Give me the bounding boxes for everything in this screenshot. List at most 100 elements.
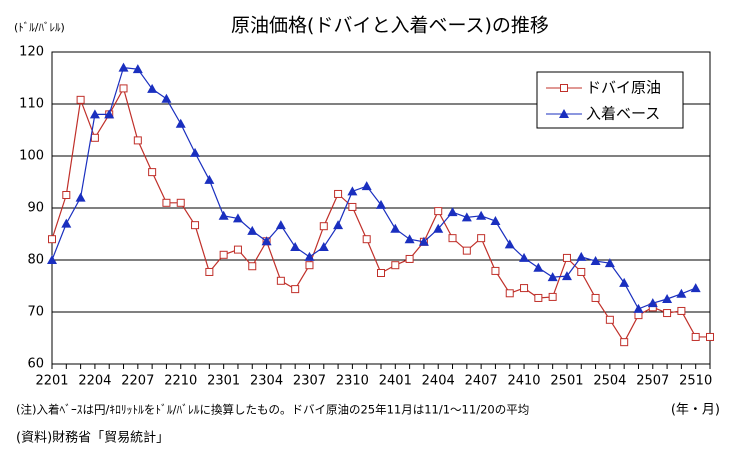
marker — [447, 207, 458, 217]
marker — [562, 253, 571, 262]
x-tick-label: 2210 — [164, 374, 197, 389]
x-tick-label: 2307 — [293, 374, 326, 389]
marker — [376, 199, 386, 209]
marker — [647, 298, 658, 308]
x-tick-label: 2501 — [550, 374, 583, 389]
marker — [533, 262, 544, 272]
marker — [462, 246, 471, 255]
marker — [133, 136, 142, 145]
marker — [89, 109, 100, 119]
marker — [662, 294, 673, 303]
x-tick-label: 2201 — [35, 374, 68, 389]
y-tick-label: 90 — [27, 201, 44, 216]
marker — [175, 118, 186, 128]
marker — [691, 332, 700, 341]
marker — [362, 235, 371, 244]
marker — [162, 198, 171, 207]
marker — [461, 212, 472, 222]
y-tick-label: 120 — [19, 45, 44, 60]
x-axis-label: (年・月) — [671, 403, 720, 418]
x-tick-label: 2507 — [636, 374, 669, 389]
marker — [176, 198, 185, 207]
marker — [676, 288, 687, 298]
marker — [590, 256, 601, 266]
marker — [348, 202, 357, 211]
marker — [247, 225, 258, 235]
marker — [48, 235, 56, 244]
x-tick-label: 2207 — [121, 374, 154, 389]
marker — [90, 133, 99, 142]
y-tick-label: 70 — [27, 305, 44, 320]
marker — [248, 262, 257, 271]
x-tick-label: 2404 — [422, 374, 455, 389]
marker — [604, 258, 615, 268]
marker — [347, 186, 358, 196]
marker — [505, 289, 514, 298]
x-tick-label: 2510 — [679, 374, 712, 389]
marker — [61, 218, 72, 228]
marker — [233, 245, 242, 254]
marker — [520, 284, 529, 293]
marker — [633, 303, 644, 313]
marker — [219, 250, 228, 259]
marker — [619, 277, 630, 287]
marker — [663, 309, 672, 318]
marker — [118, 62, 129, 72]
note: (注)入着ﾍﾞｰｽは円/ｷﾛﾘｯﾄﾙをﾄﾞﾙ/ﾊﾞﾚﾙに換算したもの。ドバイ原油… — [16, 403, 529, 417]
marker — [390, 223, 401, 233]
legend-marker — [560, 84, 568, 92]
marker — [591, 293, 600, 302]
x-tick-label: 2304 — [250, 374, 283, 389]
y-tick-label: 80 — [27, 253, 44, 268]
y-tick-label: 100 — [19, 149, 44, 164]
marker — [361, 181, 372, 191]
x-tick-label: 2301 — [207, 374, 240, 389]
marker — [191, 221, 200, 230]
marker — [476, 210, 487, 220]
marker — [561, 271, 572, 281]
marker — [204, 174, 215, 184]
legend-marker — [559, 109, 569, 118]
marker — [104, 109, 115, 119]
marker — [261, 236, 272, 246]
marker — [218, 210, 229, 220]
marker — [477, 234, 486, 243]
marker — [534, 293, 543, 302]
marker — [47, 255, 57, 264]
marker — [690, 283, 701, 293]
marker — [490, 216, 501, 225]
marker — [148, 168, 157, 177]
marker — [433, 223, 444, 233]
marker — [275, 220, 286, 230]
legend-label: ドバイ原油 — [586, 79, 661, 97]
marker — [677, 306, 686, 315]
legend-box — [536, 71, 684, 129]
marker — [548, 292, 557, 301]
x-tick-label: 2204 — [78, 374, 111, 389]
marker — [147, 83, 158, 93]
y-tick-label: 110 — [19, 97, 44, 112]
x-tick-label: 2401 — [379, 374, 412, 389]
marker — [418, 236, 429, 246]
marker — [391, 261, 400, 270]
y-axis-label: (ﾄﾞﾙ/ﾊﾞﾚﾙ) — [14, 21, 65, 34]
marker — [334, 189, 343, 198]
marker — [318, 242, 329, 251]
marker — [276, 276, 285, 285]
legend-label: 入着ベース — [586, 105, 660, 123]
marker — [62, 191, 71, 199]
marker — [232, 213, 243, 223]
marker — [706, 332, 714, 341]
marker — [76, 95, 85, 104]
marker — [434, 207, 443, 216]
marker — [404, 234, 415, 244]
marker — [620, 338, 629, 347]
marker — [519, 252, 530, 262]
marker — [605, 315, 614, 324]
marker — [491, 266, 500, 275]
marker — [504, 239, 515, 249]
marker — [290, 242, 301, 251]
chart-title: 原油価格(ドバイと入着ベース)の推移 — [231, 15, 549, 37]
y-tick-label: 60 — [27, 357, 44, 372]
